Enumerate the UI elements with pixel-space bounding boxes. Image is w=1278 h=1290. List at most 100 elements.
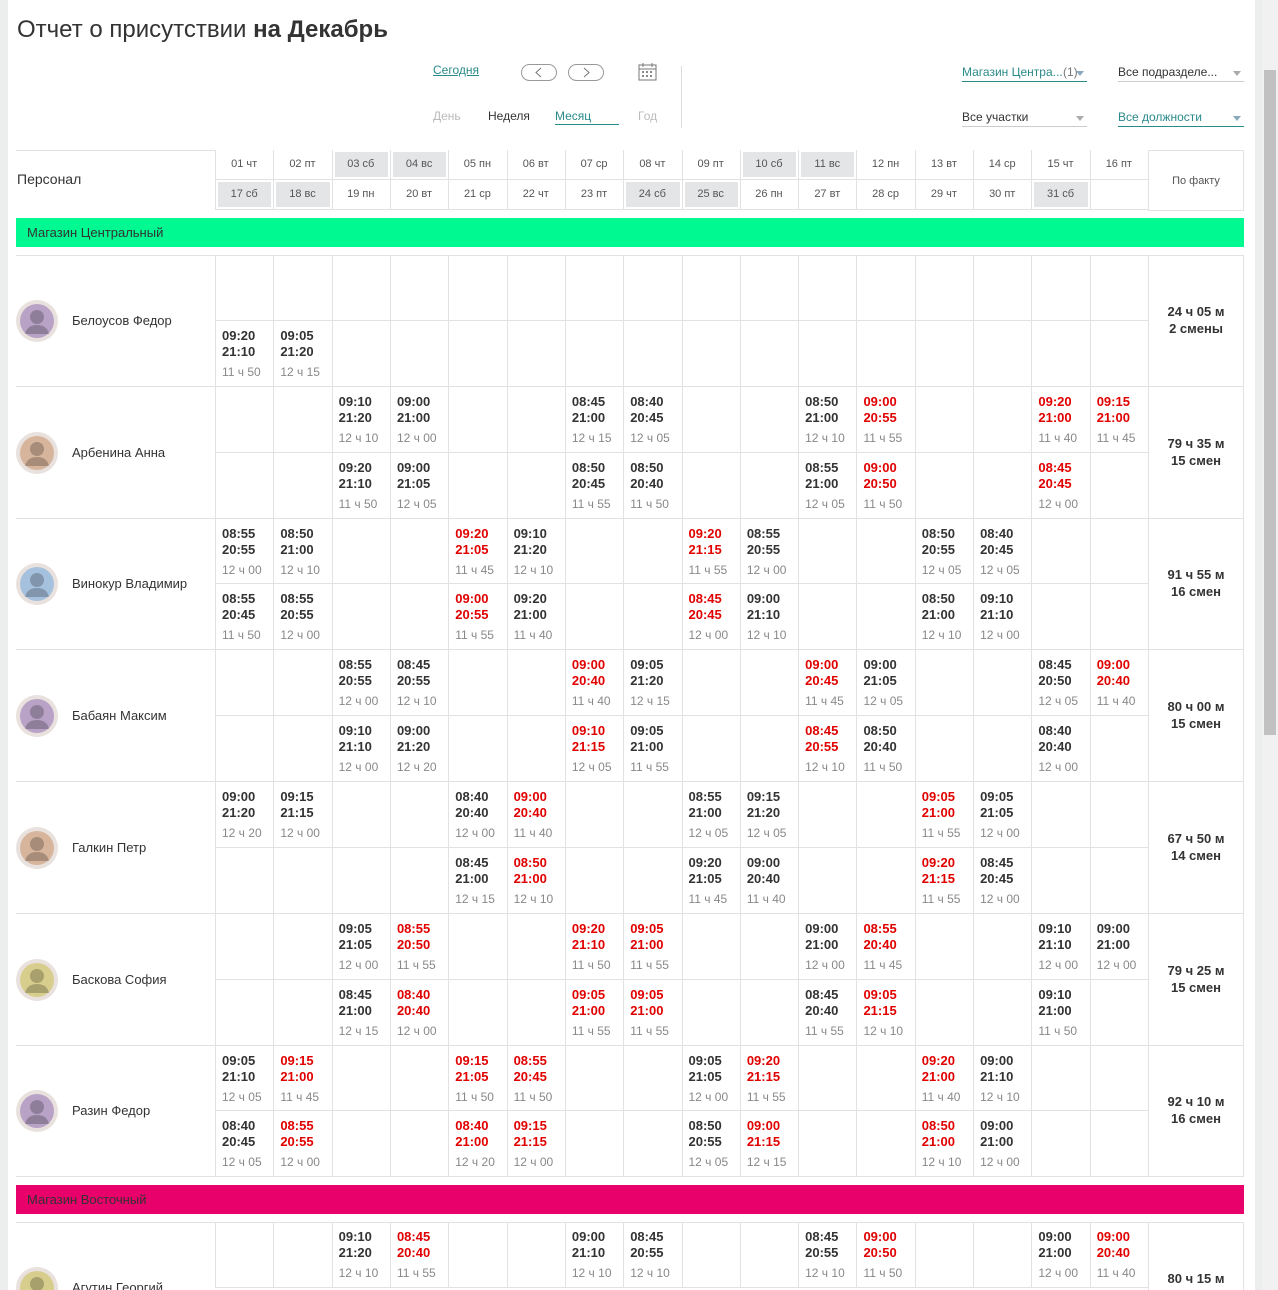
calendar-button[interactable] <box>638 62 657 81</box>
day-cell[interactable] <box>215 913 274 980</box>
day-cell[interactable] <box>331 847 390 914</box>
day-cell[interactable] <box>506 1045 565 1112</box>
filter-dropdown[interactable] <box>962 81 1087 82</box>
day-cell[interactable] <box>681 716 740 782</box>
day-cell[interactable] <box>448 782 507 848</box>
day-cell[interactable] <box>215 518 274 585</box>
day-cell[interactable] <box>1031 650 1090 717</box>
day-cell[interactable] <box>623 518 682 585</box>
day-cell[interactable] <box>506 979 565 1046</box>
day-cell[interactable] <box>856 255 915 321</box>
day-cell[interactable] <box>1031 913 1090 980</box>
day-cell[interactable] <box>215 320 274 387</box>
day-cell[interactable] <box>623 650 682 717</box>
day-cell[interactable] <box>273 782 332 848</box>
day-cell[interactable] <box>739 1045 799 1112</box>
day-cell[interactable] <box>564 847 624 914</box>
day-cell[interactable] <box>856 584 915 651</box>
day-cell[interactable] <box>448 847 507 914</box>
day-cell[interactable] <box>914 1222 974 1289</box>
day-cell[interactable] <box>273 650 332 717</box>
day-cell[interactable] <box>564 782 624 848</box>
day-cell[interactable] <box>681 518 740 585</box>
day-cell[interactable] <box>215 847 274 914</box>
day-cell[interactable] <box>215 1045 274 1112</box>
day-cell[interactable] <box>681 255 740 321</box>
day-cell[interactable] <box>448 584 507 651</box>
day-cell[interactable] <box>1089 847 1148 914</box>
day-cell[interactable] <box>856 782 915 848</box>
day-cell[interactable] <box>973 650 1032 717</box>
day-cell[interactable] <box>798 584 857 651</box>
day-cell[interactable] <box>739 584 799 651</box>
day-cell[interactable] <box>1031 782 1090 848</box>
day-cell[interactable] <box>564 1222 624 1289</box>
day-cell[interactable] <box>448 1111 507 1178</box>
day-cell[interactable] <box>564 320 624 387</box>
day-cell[interactable] <box>856 320 915 387</box>
day-cell[interactable] <box>623 584 682 651</box>
day-cell[interactable] <box>856 1111 915 1178</box>
day-cell[interactable] <box>681 1045 740 1112</box>
day-cell[interactable] <box>739 386 799 453</box>
day-cell[interactable] <box>1031 386 1090 453</box>
day-cell[interactable] <box>389 1111 449 1178</box>
day-cell[interactable] <box>1089 1045 1148 1112</box>
day-cell[interactable] <box>914 650 974 717</box>
day-cell[interactable] <box>856 913 915 980</box>
day-cell[interactable] <box>389 1222 449 1289</box>
day-cell[interactable] <box>739 452 799 519</box>
day-cell[interactable] <box>739 650 799 717</box>
day-cell[interactable] <box>623 716 682 782</box>
day-cell[interactable] <box>389 1045 449 1112</box>
day-cell[interactable] <box>856 1045 915 1112</box>
day-cell[interactable] <box>623 1222 682 1289</box>
day-cell[interactable] <box>914 584 974 651</box>
day-cell[interactable] <box>914 1045 974 1112</box>
day-cell[interactable] <box>215 1111 274 1178</box>
next-button[interactable] <box>568 64 604 81</box>
day-cell[interactable] <box>914 847 974 914</box>
day-cell[interactable] <box>973 518 1032 585</box>
day-cell[interactable] <box>1089 255 1148 321</box>
day-cell[interactable] <box>506 847 565 914</box>
day-cell[interactable] <box>1031 979 1090 1046</box>
day-cell[interactable] <box>681 782 740 848</box>
day-cell[interactable] <box>1089 782 1148 848</box>
day-cell[interactable] <box>623 847 682 914</box>
day-cell[interactable] <box>914 452 974 519</box>
day-cell[interactable] <box>506 1111 565 1178</box>
filter-dropdown[interactable] <box>1118 81 1244 82</box>
day-cell[interactable] <box>389 386 449 453</box>
day-cell[interactable] <box>506 1222 565 1289</box>
day-cell[interactable] <box>681 386 740 453</box>
day-cell[interactable] <box>914 1111 974 1178</box>
day-cell[interactable] <box>1031 255 1090 321</box>
day-cell[interactable] <box>739 1222 799 1289</box>
day-cell[interactable] <box>856 518 915 585</box>
day-cell[interactable] <box>681 913 740 980</box>
day-cell[interactable] <box>389 452 449 519</box>
today-link[interactable]: Сегодня <box>433 63 479 77</box>
day-cell[interactable] <box>798 847 857 914</box>
day-cell[interactable] <box>623 452 682 519</box>
day-cell[interactable] <box>1089 979 1148 1046</box>
day-cell[interactable] <box>856 650 915 717</box>
day-cell[interactable] <box>798 255 857 321</box>
day-cell[interactable] <box>973 320 1032 387</box>
day-cell[interactable] <box>448 518 507 585</box>
day-cell[interactable] <box>1089 1222 1148 1289</box>
day-cell[interactable] <box>798 716 857 782</box>
day-cell[interactable] <box>1031 1111 1090 1178</box>
day-cell[interactable] <box>448 979 507 1046</box>
day-cell[interactable] <box>623 386 682 453</box>
day-cell[interactable] <box>973 847 1032 914</box>
day-cell[interactable] <box>623 782 682 848</box>
filter-dropdown[interactable] <box>962 126 1087 127</box>
day-cell[interactable] <box>1089 518 1148 585</box>
day-cell[interactable] <box>1089 716 1148 782</box>
day-cell[interactable] <box>681 847 740 914</box>
day-cell[interactable] <box>564 650 624 717</box>
day-cell[interactable] <box>856 386 915 453</box>
day-cell[interactable] <box>448 913 507 980</box>
